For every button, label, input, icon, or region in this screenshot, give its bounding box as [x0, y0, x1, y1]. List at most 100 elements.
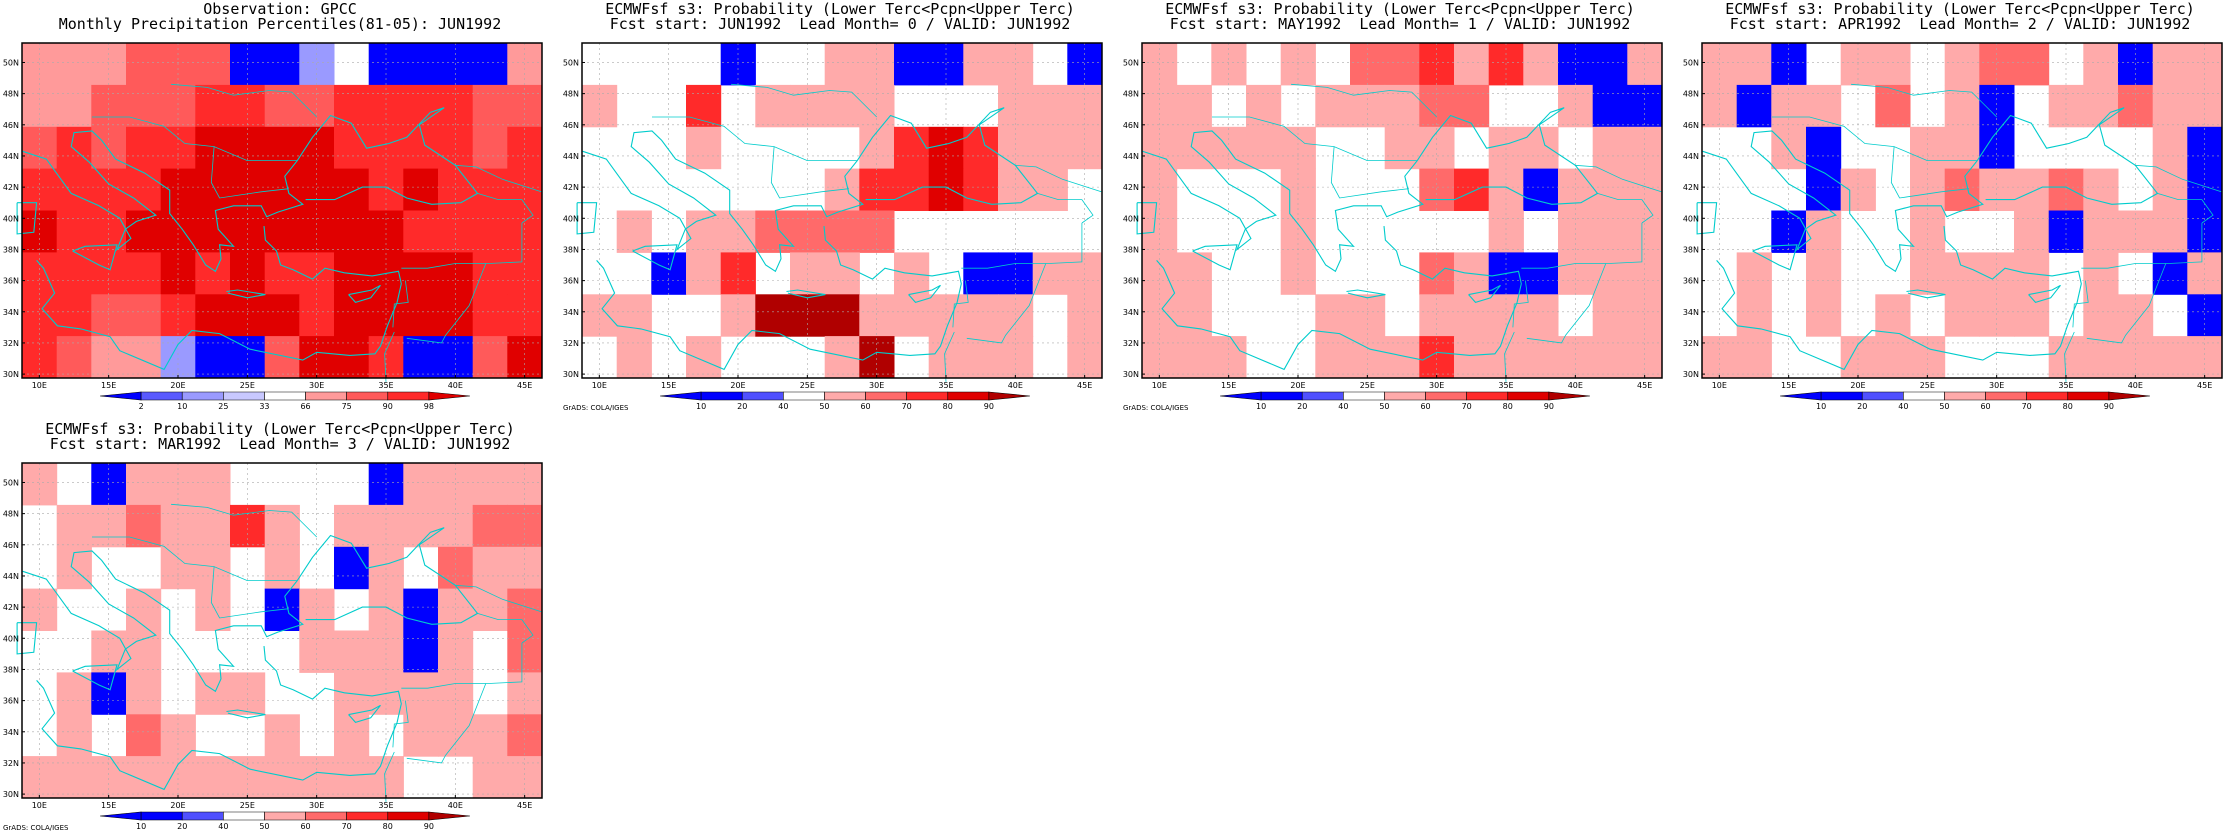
grid-cell	[126, 294, 162, 337]
coastlines	[1696, 83, 2222, 382]
lat-tick-label: 48N	[1123, 90, 1139, 99]
colorbar-tick-label: 90	[424, 822, 434, 831]
lon-tick-label: 10E	[1152, 381, 1167, 390]
sicily-island	[632, 244, 678, 271]
colorbar-segment	[906, 391, 949, 401]
grid-cell	[2152, 252, 2188, 295]
lon-tick-label: 20E	[1850, 381, 1865, 390]
grid-cell	[1627, 336, 1663, 379]
lat-tick-label: 32N	[1123, 339, 1139, 348]
border-line	[2135, 164, 2222, 193]
lat-tick-label: 44N	[1123, 152, 1139, 161]
border-line	[406, 683, 487, 764]
colorbar-segment	[428, 811, 471, 821]
grid-cell	[472, 504, 508, 548]
lon-tick-label: 30E	[1429, 381, 1444, 390]
lon-tick-label: 10E	[32, 381, 47, 390]
grid-cell	[894, 43, 930, 86]
colorbar-tick-label: 20	[1857, 402, 1867, 411]
graticule	[22, 463, 542, 798]
lon-tick-label: 15E	[101, 381, 116, 390]
colorbar-tick-label: 80	[943, 402, 953, 411]
grid-cell	[334, 84, 370, 128]
lat-tick-label: 38N	[563, 245, 579, 254]
colorbar-segment	[1507, 391, 1550, 401]
colorbar-tick-label: 60	[1420, 402, 1430, 411]
border-line	[1597, 193, 1654, 224]
cyprus-island	[2028, 284, 2061, 304]
grid-cell	[686, 126, 722, 170]
grid-cell	[334, 756, 370, 799]
plot-frame	[21, 42, 543, 379]
lat-tick-label: 40N	[563, 214, 579, 223]
coastline-south	[36, 226, 402, 371]
lon-tick-label: 40E	[2128, 381, 2143, 390]
grid-cell	[126, 168, 162, 211]
grid-cell	[22, 210, 58, 253]
colorbar-tick-label: 20	[177, 822, 187, 831]
grid-cell	[472, 210, 508, 253]
grid-cell	[1142, 336, 1178, 379]
grid-cell	[824, 252, 860, 295]
grid-cell	[1488, 336, 1524, 379]
border-line	[171, 83, 317, 118]
colorbar-segment	[659, 391, 702, 401]
grid-cell	[56, 714, 92, 757]
lat-tick-label: 44N	[3, 152, 19, 161]
border-line	[1015, 164, 1102, 193]
grid-cell	[1142, 210, 1178, 253]
border-line	[392, 700, 409, 748]
coastlines	[16, 83, 542, 382]
lon-tick-label: 30E	[309, 801, 324, 810]
grid-cell	[160, 84, 196, 128]
grid-cell	[507, 336, 543, 379]
border-line	[1504, 331, 1515, 382]
grid-cell	[1736, 336, 1772, 379]
panel-title: ECMWFsf s3: Probability (Lower Terc<Pcpn…	[0, 422, 560, 452]
grid-cell	[2152, 126, 2188, 170]
lon-tick-label: 30E	[309, 381, 324, 390]
crete-island	[1346, 289, 1386, 299]
grid-cell	[2083, 210, 2119, 253]
panel-title: ECMWFsf s3: Probability (Lower Terc<Pcpn…	[1680, 2, 2240, 32]
grid-cell	[334, 210, 370, 253]
colorbar-tick-label: 40	[218, 822, 228, 831]
grid-cell	[1523, 252, 1559, 295]
colorbar-tick-label: 40	[1338, 402, 1348, 411]
colorbar-segment	[988, 391, 1031, 401]
colorbar-segment	[741, 391, 784, 401]
lon-tick-label: 20E	[170, 381, 185, 390]
plot-frame	[1141, 42, 1663, 379]
lon-tick-label: 20E	[170, 801, 185, 810]
grid-cell	[1488, 210, 1524, 253]
grid-cell	[1771, 84, 1807, 128]
grid-cell	[1944, 252, 1980, 295]
grid-cell	[894, 126, 930, 170]
lat-tick-label: 36N	[1123, 277, 1139, 286]
grid-cell	[1806, 168, 1842, 211]
grid-cell	[1523, 43, 1559, 86]
colorbar-tick-label: 50	[819, 402, 829, 411]
border-line	[477, 613, 534, 644]
lat-tick-label: 48N	[3, 510, 19, 519]
lon-tick-label: 25E	[1920, 381, 1935, 390]
grid-cell	[368, 630, 404, 673]
colorbar-tick-label: 10	[1816, 402, 1826, 411]
colorbar: 10 20 40 50 60 70 80 90	[659, 391, 1031, 411]
grid-cell	[230, 336, 266, 379]
grid-cell	[230, 84, 266, 128]
border-line	[1212, 116, 1418, 161]
grid-cell	[1592, 126, 1628, 170]
grid-cell	[1176, 84, 1212, 128]
grid-cell	[998, 336, 1034, 379]
grid-cell	[1840, 168, 1876, 211]
colorbar-segment	[1944, 391, 1986, 401]
lon-tick-label: 30E	[869, 381, 884, 390]
colorbar-tick-label: 60	[1980, 402, 1990, 411]
border-line	[2072, 280, 2089, 328]
colorbar-tick-label: 60	[860, 402, 870, 411]
coastlines	[1136, 83, 1662, 382]
grid-cell	[1979, 294, 2015, 337]
border-line	[210, 566, 289, 619]
colorbar-tick-label: 50	[259, 822, 269, 831]
